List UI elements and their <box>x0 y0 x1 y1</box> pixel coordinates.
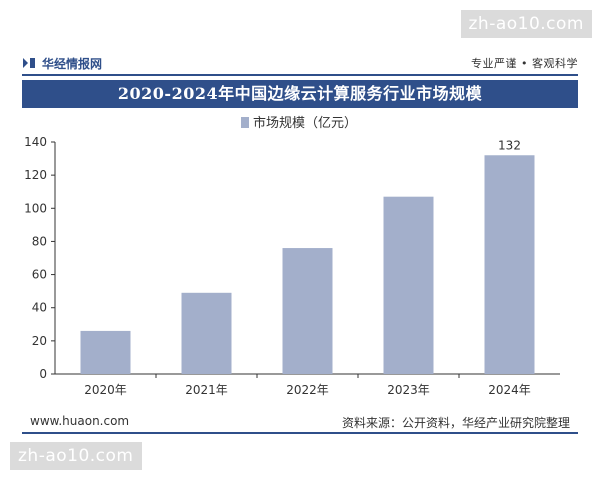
x-tick-label: 2022年 <box>286 383 329 397</box>
brand-name: 华经情报网 <box>42 56 103 71</box>
footer-website: www.huaon.com <box>30 414 130 428</box>
chart-title: 2020-2024年中国边缘云计算服务行业市场规模 <box>22 80 578 108</box>
y-tick-label: 0 <box>39 367 47 381</box>
y-tick-label: 140 <box>24 135 47 149</box>
bar <box>282 248 333 374</box>
bar <box>181 292 232 374</box>
y-tick-label: 120 <box>24 168 47 182</box>
y-tick-label: 60 <box>32 268 47 282</box>
x-tick-label: 2023年 <box>387 383 430 397</box>
footer-source: 资料来源：公开资料，华经产业研究院整理 <box>341 416 570 430</box>
footer-divider <box>22 432 578 434</box>
bar <box>80 330 131 374</box>
slogan: 专业严谨 • 客观科学 <box>471 57 578 70</box>
brand: 华经情报网 <box>22 55 102 72</box>
y-tick-label: 20 <box>32 334 47 348</box>
legend-swatch <box>241 117 249 128</box>
bar <box>383 196 434 374</box>
x-tick-label: 2020年 <box>84 383 127 397</box>
legend-label: 市场规模（亿元） <box>253 115 357 131</box>
x-tick-label: 2021年 <box>185 383 228 397</box>
bar <box>484 155 535 374</box>
x-tick-label: 2024年 <box>488 383 531 397</box>
site-watermark-bottom: zh-ao10.com <box>10 442 142 470</box>
y-tick-label: 80 <box>32 234 47 248</box>
y-tick-label: 100 <box>24 201 47 215</box>
data-label: 132 <box>498 138 521 152</box>
brand-logo-icon <box>23 58 35 68</box>
top-bar: 华经情报网 专业严谨 • 客观科学 <box>22 52 578 76</box>
y-tick-label: 40 <box>32 301 47 315</box>
site-watermark-top: zh-ao10.com <box>460 10 592 38</box>
